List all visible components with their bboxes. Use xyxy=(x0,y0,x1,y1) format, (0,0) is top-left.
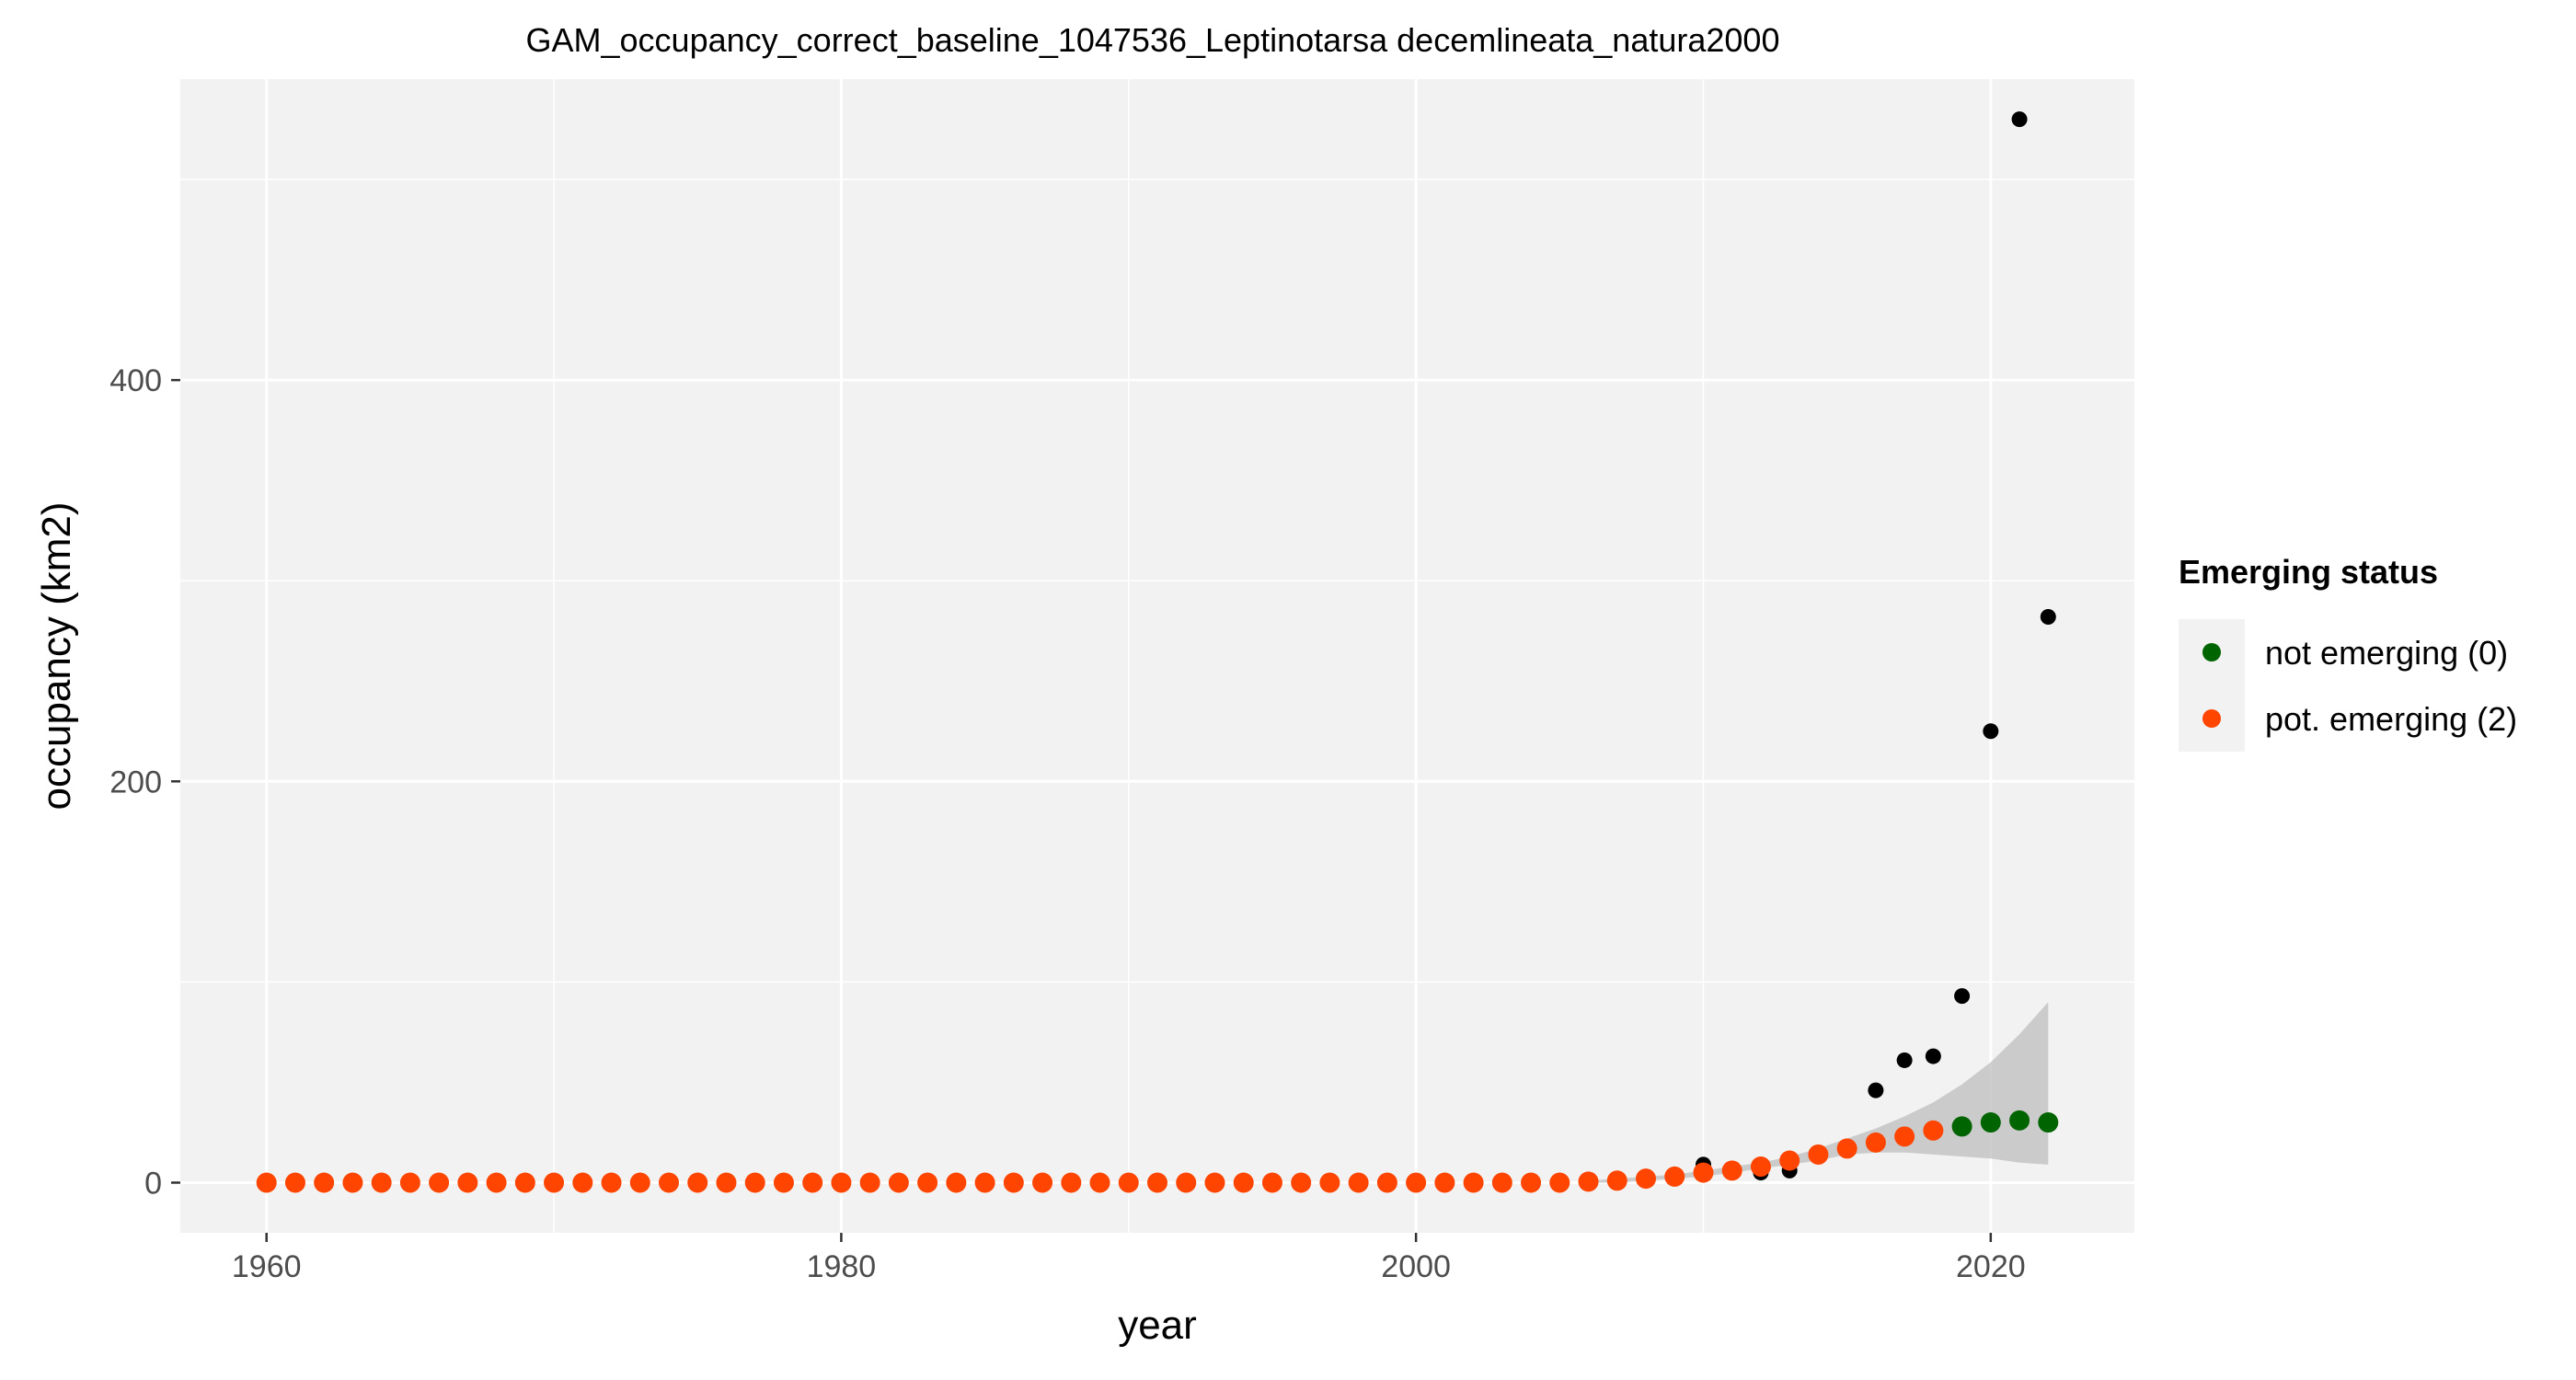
observed-point xyxy=(1925,1048,1941,1064)
x-tick-label: 1980 xyxy=(807,1249,877,1284)
x-axis-label: year xyxy=(1118,1303,1197,1348)
pot-emerging-point xyxy=(773,1172,794,1193)
pot-emerging-point xyxy=(1434,1172,1455,1193)
pot-emerging-point xyxy=(486,1172,507,1193)
pot-emerging-point xyxy=(314,1172,335,1193)
pot-emerging-point xyxy=(1204,1172,1225,1193)
x-axis: 1960 1980 2000 2020 xyxy=(232,1233,2026,1284)
pot-emerging-point xyxy=(601,1172,622,1193)
pot-emerging-point xyxy=(544,1172,565,1193)
pot-emerging-point xyxy=(1808,1144,1829,1165)
pot-emerging-point xyxy=(1147,1172,1167,1193)
pot-emerging-point xyxy=(974,1172,995,1193)
chart-title: GAM_occupancy_correct_baseline_1047536_L… xyxy=(526,21,1780,59)
legend-label-not-emerging: not emerging (0) xyxy=(2265,634,2508,672)
pot-emerging-point xyxy=(1693,1162,1714,1183)
pot-emerging-point xyxy=(1376,1172,1397,1193)
legend-title: Emerging status xyxy=(2179,553,2438,591)
pot-emerging-point xyxy=(1521,1172,1542,1193)
pot-emerging-point xyxy=(1894,1126,1915,1147)
pot-emerging-point xyxy=(457,1172,478,1193)
pot-emerging-point xyxy=(744,1172,765,1193)
pot-emerging-point xyxy=(572,1172,593,1193)
pot-emerging-point xyxy=(831,1172,852,1193)
pot-emerging-point xyxy=(399,1172,420,1193)
pot-emerging-point xyxy=(1463,1172,1484,1193)
pot-emerging-point xyxy=(802,1172,823,1193)
pot-emerging-point xyxy=(859,1172,880,1193)
pot-emerging-point xyxy=(1176,1172,1197,1193)
pot-emerging-point xyxy=(1750,1156,1771,1178)
pot-emerging-point xyxy=(1606,1170,1627,1191)
pot-emerging-point xyxy=(1578,1171,1599,1192)
pot-emerging-point xyxy=(1549,1172,1570,1193)
pot-emerging-point xyxy=(1118,1172,1139,1193)
pot-emerging-point xyxy=(1406,1172,1427,1193)
pot-emerging-point xyxy=(1233,1172,1254,1193)
observed-point xyxy=(1896,1052,1913,1068)
pot-emerging-point xyxy=(429,1172,450,1193)
pot-emerging-point xyxy=(917,1172,938,1193)
pot-emerging-point xyxy=(629,1172,650,1193)
pot-emerging-point xyxy=(1061,1172,1082,1193)
pot-emerging-point xyxy=(1779,1150,1800,1171)
plot-panel xyxy=(180,79,2134,1233)
pot-emerging-point xyxy=(284,1172,305,1193)
observed-point xyxy=(1868,1082,1884,1098)
x-tick-label: 2020 xyxy=(1956,1249,2026,1284)
pot-emerging-point xyxy=(514,1172,535,1193)
legend-label-pot-emerging: pot. emerging (2) xyxy=(2265,700,2517,738)
observed-point xyxy=(2040,608,2056,625)
y-axis: 0 200 400 xyxy=(109,363,180,1201)
x-tick-label: 2000 xyxy=(1381,1249,1451,1284)
pot-emerging-point xyxy=(1319,1172,1340,1193)
pot-emerging-point xyxy=(888,1172,909,1193)
pot-emerging-point xyxy=(1721,1160,1742,1181)
x-tick-label: 1960 xyxy=(232,1249,302,1284)
pot-emerging-point xyxy=(1089,1172,1110,1193)
observed-point xyxy=(2011,111,2028,128)
not-emerging-point xyxy=(2038,1112,2059,1133)
pot-emerging-point xyxy=(1261,1172,1282,1193)
pot-emerging-point xyxy=(1865,1132,1886,1153)
legend-key-pot-emerging xyxy=(2202,709,2221,728)
observed-point xyxy=(1954,988,1971,1005)
pot-emerging-point xyxy=(1491,1172,1512,1193)
pot-emerging-point xyxy=(1348,1172,1369,1193)
pot-emerging-point xyxy=(1032,1172,1053,1193)
observed-point xyxy=(1983,723,1999,740)
pot-emerging-point xyxy=(371,1172,392,1193)
not-emerging-point xyxy=(1980,1112,2001,1133)
pot-emerging-point xyxy=(256,1172,277,1193)
pot-emerging-point xyxy=(1923,1120,1944,1141)
pot-emerging-point xyxy=(1664,1166,1685,1187)
y-tick-label: 400 xyxy=(109,363,162,398)
minor-gridlines xyxy=(180,79,2134,1233)
pot-emerging-point xyxy=(1291,1172,1312,1193)
pot-emerging-point xyxy=(1636,1168,1656,1190)
y-axis-label: occupancy (km2) xyxy=(34,501,79,810)
legend-key-not-emerging xyxy=(2202,643,2221,661)
pot-emerging-point xyxy=(687,1172,708,1193)
not-emerging-point xyxy=(2009,1110,2030,1131)
not-emerging-point xyxy=(1951,1116,1972,1137)
pot-emerging-point xyxy=(1836,1138,1857,1159)
pot-emerging-point xyxy=(946,1172,967,1193)
pot-emerging-point xyxy=(342,1172,363,1193)
legend: Emerging status not emerging (0) pot. em… xyxy=(2179,553,2517,752)
series-points xyxy=(256,1110,2059,1193)
pot-emerging-point xyxy=(716,1172,737,1193)
pot-emerging-point xyxy=(1003,1172,1024,1193)
pot-emerging-point xyxy=(659,1172,679,1193)
y-tick-label: 200 xyxy=(109,765,162,799)
y-tick-label: 0 xyxy=(144,1166,162,1201)
